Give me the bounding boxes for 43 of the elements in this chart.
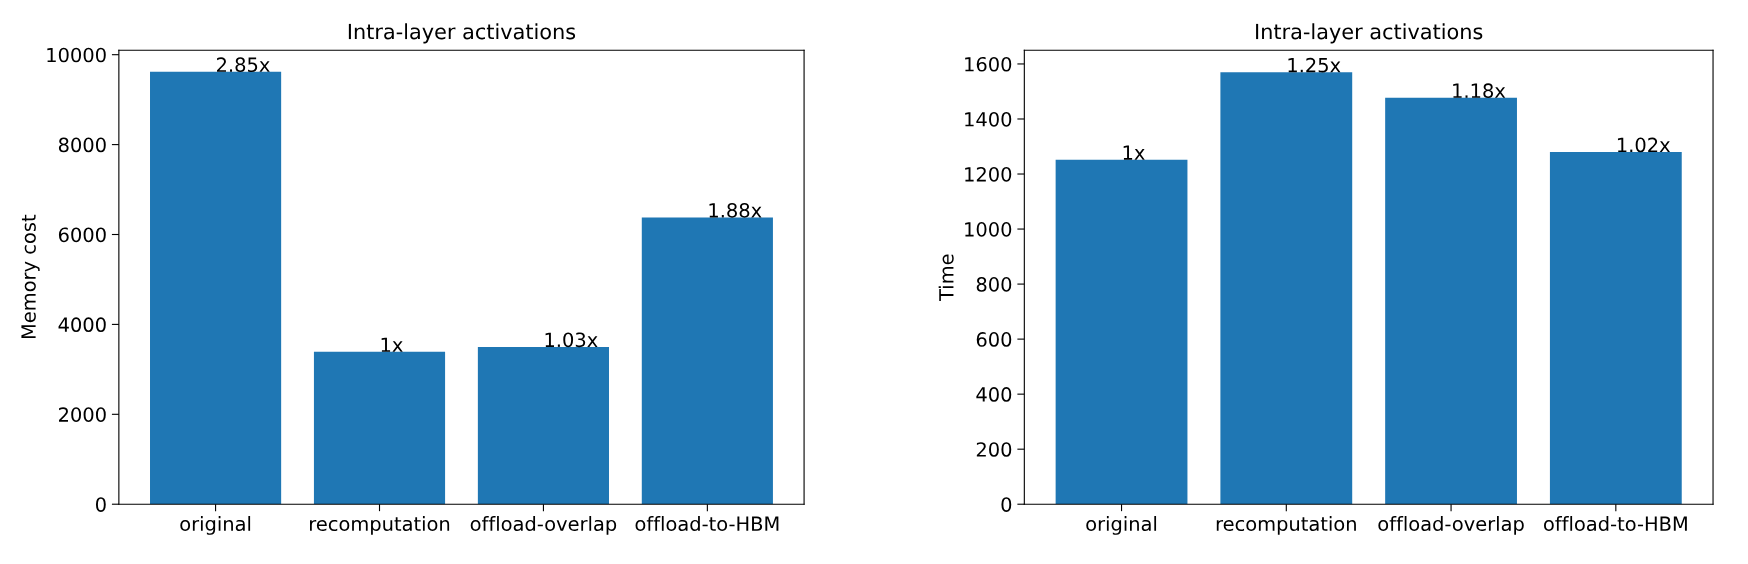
- bar: [313, 351, 446, 505]
- annotation: 1.02x: [1617, 137, 1670, 153]
- x-tick-label: offload-to-HBM: [635, 516, 779, 532]
- bar: [1549, 152, 1682, 505]
- y-tick-label: 2000: [59, 407, 106, 422]
- bar: [477, 346, 610, 505]
- y-tick-label: 1600: [965, 56, 1012, 72]
- bar: [1385, 97, 1517, 505]
- annotation: 1.18x: [1453, 83, 1506, 99]
- y-tick-label: 8000: [58, 137, 106, 153]
- y-tick-label: 400: [976, 387, 1012, 402]
- x-tick-label: offload-overlap: [1378, 516, 1524, 535]
- bar: [1220, 72, 1353, 505]
- annotation: 1.25x: [1288, 57, 1341, 73]
- annotation: 1.03x: [545, 332, 598, 348]
- y-tick-label: 1400: [965, 111, 1012, 127]
- x-tick-label: recomputation: [1216, 516, 1356, 535]
- chart-title: Intra-layer activations: [1256, 23, 1483, 44]
- y-tick-label: 800: [976, 277, 1012, 292]
- x-tick-label: offload-to-HBM: [1544, 516, 1687, 532]
- y-tick-label: 6000: [58, 227, 106, 243]
- annotation: 2.85x: [217, 57, 270, 73]
- x-tick-label: recomputation: [310, 516, 450, 535]
- y-tick-label: 600: [976, 332, 1012, 347]
- annotation: 1.88x: [709, 202, 762, 218]
- bar: [1055, 159, 1188, 505]
- annotation: 1x: [1123, 145, 1145, 160]
- y-tick-label: 0: [1001, 497, 1012, 512]
- y-tick-label: 10000: [47, 47, 106, 63]
- y-tick-label: 0: [95, 497, 106, 512]
- y-tick-label: 1200: [965, 166, 1012, 182]
- bar: [150, 71, 282, 505]
- y-tick-label: 1000: [965, 222, 1012, 237]
- y-tick-label: 4000: [58, 317, 106, 333]
- y-tick-label: 200: [976, 442, 1012, 457]
- bar: [641, 217, 773, 505]
- x-tick-label: original: [180, 516, 251, 535]
- annotation: 1x: [381, 337, 403, 352]
- y-axis-title: Memory cost: [21, 214, 40, 339]
- x-tick-label: original: [1086, 516, 1157, 535]
- chart-title: Intra-layer activations: [348, 23, 576, 44]
- y-axis-title: Time: [938, 254, 954, 302]
- x-tick-label: offload-overlap: [470, 516, 617, 535]
